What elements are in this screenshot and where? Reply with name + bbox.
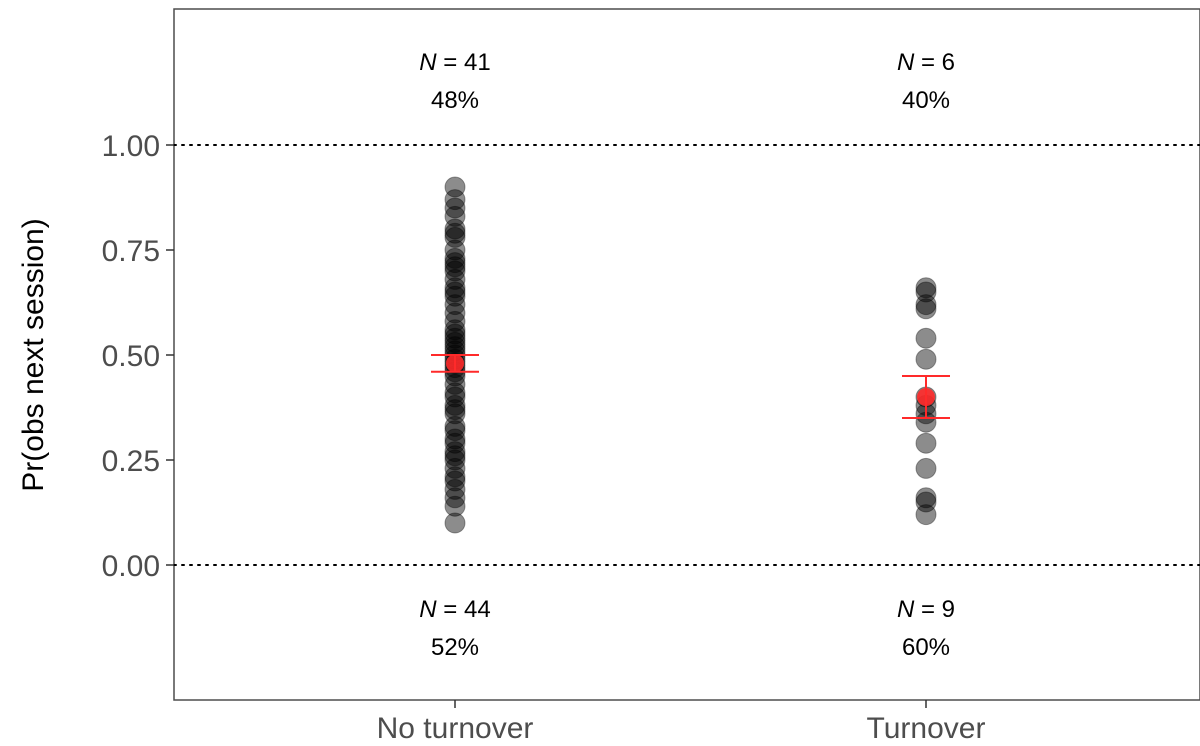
data-point [444,327,466,349]
y-axis-title: Pr(obs next session) [17,218,50,491]
plot-panel-border [173,8,1200,701]
mean-point [917,388,935,406]
data-point [444,386,466,408]
data-point [444,487,466,509]
data-point [444,512,466,534]
data-point [444,470,466,492]
data-point [915,327,937,349]
data-point [444,260,466,282]
data-point [444,226,466,248]
data-point [444,323,466,345]
above-count-pct-label: 40% [902,87,950,114]
x-tick-label: No turnover [377,712,534,745]
data-point [444,449,466,471]
data-point [444,189,466,211]
data-point [444,277,466,299]
data-point [444,205,466,227]
below-count-pct-label: 52% [431,634,479,661]
data-point [444,394,466,416]
data-point [444,252,466,274]
data-point [444,495,466,517]
data-point [915,504,937,526]
data-point [444,302,466,324]
below-count-n-label: N = 44 [419,596,490,623]
data-point [444,403,466,425]
data-point [444,445,466,467]
data-point [444,382,466,404]
data-point [915,432,937,454]
data-point [915,348,937,370]
data-point [444,331,466,353]
x-axis: No turnover Turnover [377,700,986,745]
y-tick-label: 0.25 [102,445,160,478]
data-point [915,457,937,479]
data-point [444,432,466,454]
y-tick-label: 1.00 [102,130,160,163]
data-point [915,294,937,316]
data-point [444,197,466,219]
data-point [444,281,466,303]
data-point [444,441,466,463]
data-point [444,420,466,442]
data-point [444,310,466,332]
data-point [915,487,937,509]
mean-markers [431,354,950,419]
above-count-n-label: N = 6 [897,49,955,76]
above-count-n-label: N = 41 [419,49,490,76]
reference-lines [173,144,1200,566]
data-point [915,298,937,320]
data-point [444,239,466,261]
data-point [444,428,466,450]
data-point [444,466,466,488]
data-point [444,478,466,500]
y-tick-label: 0.75 [102,235,160,268]
data-point [915,491,937,513]
data-point [444,319,466,341]
below-count-n-label: N = 9 [897,596,955,623]
data-point [444,176,466,198]
data-point [444,256,466,278]
below-count-pct-label: 60% [902,634,950,661]
data-point [444,285,466,307]
group-annotations: N = 41 48% N = 44 52% N = 6 40% N = 9 60% [419,49,955,661]
y-tick-label: 0.50 [102,340,160,373]
data-point [915,281,937,303]
y-axis: 0.00 0.25 0.50 0.75 1.00 [102,130,174,583]
x-tick-label: Turnover [867,712,986,745]
data-point [444,373,466,395]
data-point [444,247,466,269]
data-point [444,222,466,244]
data-point [915,277,937,299]
data-point [444,218,466,240]
above-count-pct-label: 48% [431,87,479,114]
y-tick-label: 0.00 [102,550,160,583]
data-points [444,176,937,534]
data-point [444,415,466,437]
data-point [444,399,466,421]
data-point [444,294,466,316]
data-point [444,268,466,290]
mean-point [446,354,464,373]
data-point [444,457,466,479]
